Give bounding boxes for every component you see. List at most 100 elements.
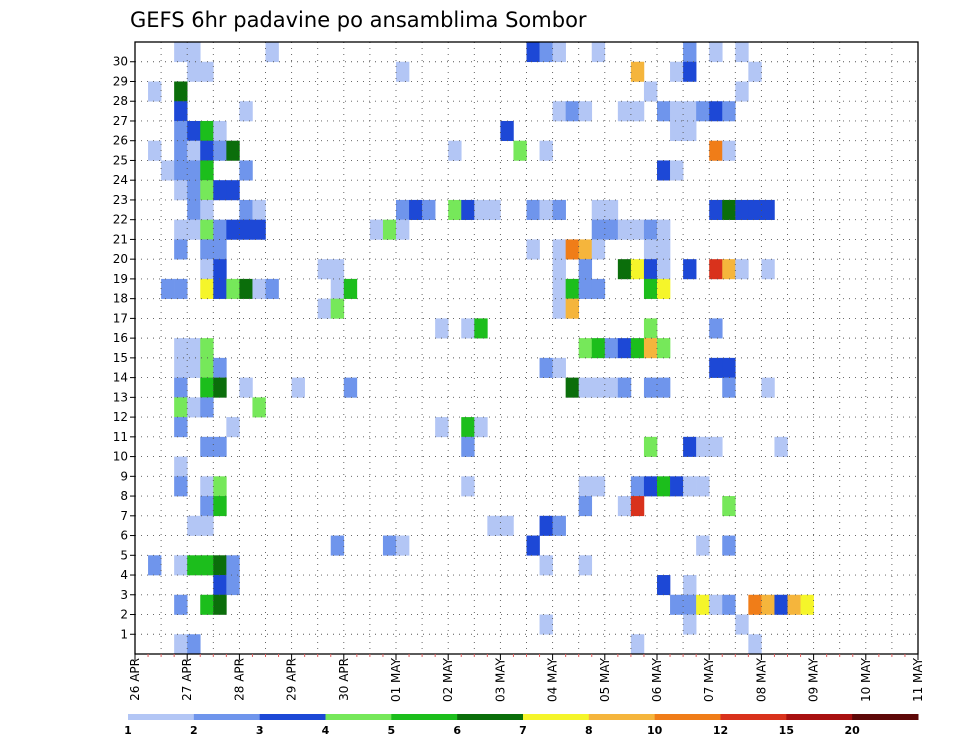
heat-cell: [643, 278, 658, 299]
y-tick-label: 22: [113, 213, 128, 227]
heat-cell: [265, 42, 279, 63]
y-tick-label: 15: [113, 351, 128, 365]
heat-cell: [591, 278, 606, 299]
x-tick-label: 08 MAY: [754, 657, 768, 702]
heat-cell: [657, 259, 671, 280]
heat-cell: [174, 42, 188, 63]
heat-cell: [174, 160, 188, 181]
heat-cell: [657, 239, 671, 260]
heat-cell: [722, 199, 736, 220]
heat-cell: [174, 377, 188, 398]
heat-cell: [696, 436, 710, 457]
heat-cell: [683, 61, 697, 82]
colorbar-tick-label: 15: [779, 724, 794, 737]
heat-cell: [683, 42, 697, 63]
heat-cell: [200, 160, 214, 181]
heat-cell: [174, 140, 188, 161]
heat-cell: [735, 614, 749, 635]
heat-cell: [474, 417, 488, 438]
y-tick-label: 13: [113, 390, 128, 404]
heat-cell: [500, 515, 514, 536]
chart-title: GEFS 6hr padavine po ansamblima Sombor: [130, 8, 587, 32]
heat-cell: [343, 377, 358, 398]
heat-cell: [539, 357, 553, 378]
y-tick-label: 24: [113, 173, 128, 187]
heat-cell: [200, 476, 214, 497]
heat-cell: [213, 575, 227, 596]
heat-cell: [317, 259, 332, 280]
heat-cell: [630, 101, 645, 122]
heat-cell: [187, 515, 201, 536]
colorbar-tick-label: 12: [713, 724, 728, 737]
heat-cell: [630, 476, 645, 497]
heat-cell: [187, 180, 201, 201]
heat-cell: [617, 496, 632, 517]
heat-cell: [174, 120, 188, 142]
x-tick-label: 04 MAY: [546, 657, 560, 702]
heat-cell: [670, 476, 684, 497]
colorbar-swatch: [391, 714, 458, 720]
heat-cell: [761, 377, 775, 398]
heat-cell: [617, 338, 632, 359]
heat-cell: [735, 81, 749, 102]
heat-cell: [683, 575, 697, 596]
heat-cell: [187, 140, 201, 161]
y-tick-label: 18: [113, 292, 128, 306]
y-tick-label: 17: [113, 311, 128, 325]
heat-cell: [539, 42, 553, 63]
heat-cell: [252, 219, 266, 240]
heat-cell: [578, 496, 593, 517]
heat-cell: [578, 555, 593, 576]
heat-cell: [696, 101, 710, 122]
heat-cell: [578, 239, 593, 260]
colorbar-tick-label: 20: [845, 724, 861, 737]
y-axis-ticks: 1234567891011121314151617181920212223242…: [113, 55, 135, 641]
x-tick-label: 29 APR: [285, 658, 299, 701]
colorbar-tick-label: 6: [453, 724, 461, 737]
colorbar-swatch: [259, 714, 326, 720]
heat-cell: [200, 140, 214, 161]
y-tick-label: 29: [113, 74, 128, 88]
heat-cell: [174, 81, 188, 102]
heat-cell: [226, 417, 240, 438]
heat-cell: [448, 140, 462, 161]
heat-cell: [735, 199, 749, 220]
heat-cell: [174, 555, 188, 576]
heat-cell: [591, 42, 606, 63]
heat-cell: [252, 397, 266, 418]
y-tick-label: 10: [113, 450, 128, 464]
heat-cell: [487, 199, 501, 220]
y-tick-label: 9: [120, 469, 128, 483]
heat-cell: [591, 476, 606, 497]
data-cells: [148, 42, 814, 655]
heat-cell: [591, 199, 606, 220]
heat-cell: [343, 278, 358, 299]
heat-cell: [722, 101, 736, 122]
heat-cell: [174, 101, 188, 122]
heat-cell: [591, 239, 606, 260]
heat-cell: [461, 417, 475, 438]
heat-cell: [174, 338, 188, 359]
y-tick-label: 12: [113, 410, 128, 424]
heat-cell: [761, 259, 775, 280]
heat-cell: [604, 338, 619, 359]
heat-cell: [200, 377, 214, 398]
heat-cell: [683, 259, 697, 280]
heat-cell: [213, 555, 227, 576]
heat-cell: [643, 476, 658, 497]
heat-cell: [148, 555, 162, 576]
y-tick-label: 4: [120, 568, 128, 582]
heat-cell: [709, 42, 723, 63]
heat-cell: [435, 417, 449, 438]
heat-cell: [709, 199, 723, 220]
heat-cell: [461, 199, 475, 220]
heat-cell: [774, 436, 788, 457]
heat-cell: [643, 219, 658, 240]
heat-cell: [187, 338, 201, 359]
heat-cell: [239, 199, 253, 220]
heat-cell: [604, 219, 619, 240]
heat-cell: [552, 278, 566, 299]
heat-cell: [643, 239, 658, 260]
x-tick-label: 10 MAY: [859, 657, 873, 702]
heat-cell: [461, 476, 475, 497]
